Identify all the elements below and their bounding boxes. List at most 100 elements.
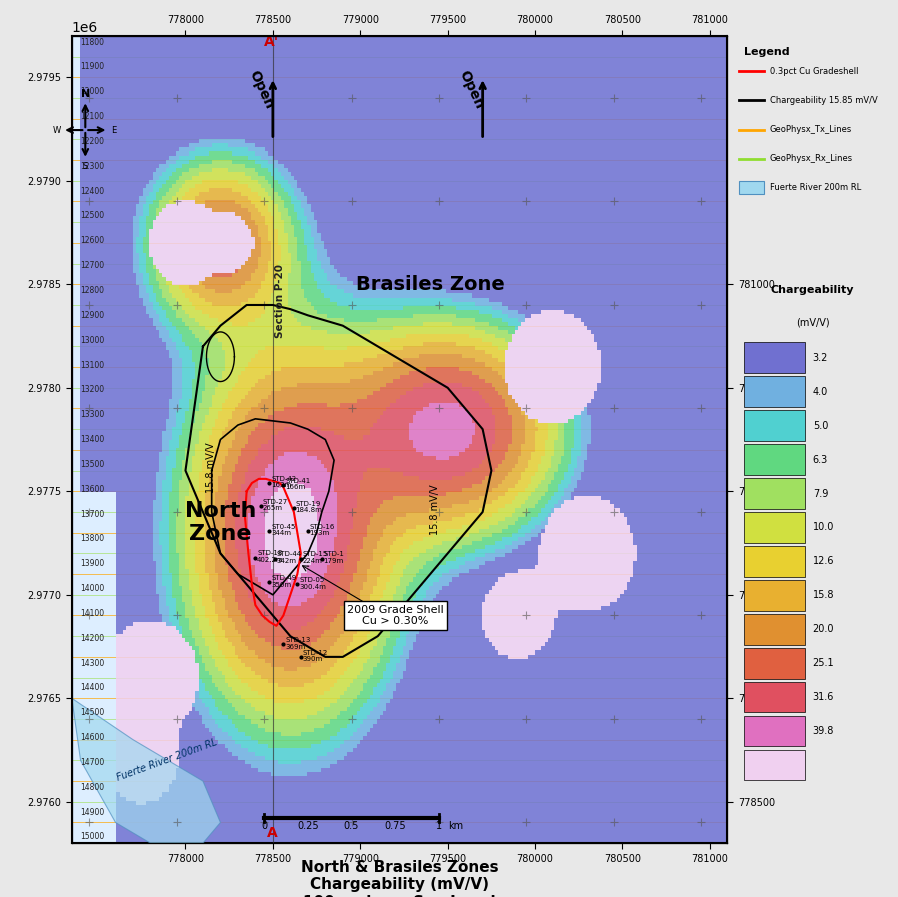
Text: Section P-20: Section P-20 <box>275 264 285 337</box>
Text: 4.0: 4.0 <box>813 387 828 396</box>
Text: (mV/V): (mV/V) <box>796 318 830 327</box>
Text: 13600: 13600 <box>81 484 105 493</box>
Text: 14800: 14800 <box>81 783 105 792</box>
Text: STD-19: STD-19 <box>295 501 321 507</box>
Text: 369m: 369m <box>285 644 305 649</box>
Text: 6.3: 6.3 <box>813 455 828 465</box>
Text: Chargeability 15.85 mV/V: Chargeability 15.85 mV/V <box>770 96 877 105</box>
Text: 265m: 265m <box>262 505 282 511</box>
Text: STD-44: STD-44 <box>277 552 302 557</box>
Bar <box>744 580 805 611</box>
Text: STD-12: STD-12 <box>303 649 328 656</box>
Text: Open: Open <box>247 68 277 111</box>
Text: GeoPhysx_Rx_Lines: GeoPhysx_Rx_Lines <box>770 154 853 163</box>
Text: ST0-45: ST0-45 <box>271 524 295 529</box>
Text: 184.8m: 184.8m <box>295 507 322 513</box>
Text: A: A <box>267 826 277 840</box>
Text: 12100: 12100 <box>81 112 104 121</box>
Text: 5.0: 5.0 <box>813 421 828 431</box>
Text: 39.8: 39.8 <box>813 727 834 736</box>
Text: 13000: 13000 <box>81 335 105 344</box>
Text: STD-18: STD-18 <box>257 551 283 556</box>
Text: 13900: 13900 <box>81 559 105 568</box>
Text: E: E <box>111 126 116 135</box>
Text: 14000: 14000 <box>81 584 105 593</box>
Text: 0.75: 0.75 <box>384 821 406 831</box>
Text: 193m: 193m <box>310 530 330 536</box>
Text: 12000: 12000 <box>81 87 105 96</box>
Text: 10.0: 10.0 <box>813 522 834 533</box>
Bar <box>744 682 805 712</box>
Text: 31.6: 31.6 <box>813 692 834 702</box>
Text: 14700: 14700 <box>81 758 105 767</box>
Text: North & Brasiles Zones
Chargeability (mV/V)
100m above Sea Level: North & Brasiles Zones Chargeability (mV… <box>301 859 498 897</box>
Text: STD-15: STD-15 <box>303 552 328 557</box>
Text: 14300: 14300 <box>81 658 105 667</box>
Text: 163m: 163m <box>271 483 291 488</box>
Text: 2009 Grade Shell
Cu > 0.30%: 2009 Grade Shell Cu > 0.30% <box>347 605 444 626</box>
Text: GeoPhysx_Tx_Lines: GeoPhysx_Tx_Lines <box>770 125 852 134</box>
Text: 20.0: 20.0 <box>813 624 834 634</box>
Text: Brasiles Zone: Brasiles Zone <box>356 274 505 294</box>
Bar <box>744 478 805 509</box>
Bar <box>744 614 805 645</box>
Text: 179m: 179m <box>323 558 344 563</box>
Text: 13200: 13200 <box>81 386 105 395</box>
Bar <box>744 546 805 577</box>
Text: 13300: 13300 <box>81 410 105 419</box>
Text: 15.8 mV/V: 15.8 mV/V <box>207 442 216 493</box>
Text: 14900: 14900 <box>81 807 105 816</box>
Bar <box>744 343 805 373</box>
Text: STD-27: STD-27 <box>262 499 287 505</box>
Text: 13800: 13800 <box>81 535 105 544</box>
Text: 14500: 14500 <box>81 709 105 718</box>
Bar <box>744 377 805 407</box>
Text: km: km <box>448 821 462 831</box>
Bar <box>744 512 805 543</box>
Text: Fuerte River 200m RL: Fuerte River 200m RL <box>116 737 219 783</box>
Text: 3.2: 3.2 <box>813 353 828 362</box>
Text: 166m: 166m <box>285 484 305 490</box>
Text: 1: 1 <box>436 821 442 831</box>
Text: 14600: 14600 <box>81 733 105 742</box>
Text: STD-49: STD-49 <box>271 575 296 581</box>
Text: STD-16: STD-16 <box>310 524 335 529</box>
Text: 12700: 12700 <box>81 261 105 270</box>
Text: 0: 0 <box>261 821 268 831</box>
Polygon shape <box>72 698 220 843</box>
Text: 14100: 14100 <box>81 609 105 618</box>
Text: 15000: 15000 <box>81 832 105 841</box>
Text: 7.9: 7.9 <box>813 489 828 499</box>
Bar <box>744 410 805 441</box>
Text: N: N <box>81 89 90 99</box>
Text: 224m: 224m <box>303 558 322 563</box>
Text: S: S <box>83 161 88 171</box>
Text: 15.8: 15.8 <box>813 590 834 600</box>
Text: 12900: 12900 <box>81 311 105 320</box>
Text: STD-41: STD-41 <box>285 478 311 484</box>
Text: 0.3pct Cu Gradeshell: 0.3pct Cu Gradeshell <box>770 67 858 76</box>
Text: Legend: Legend <box>744 48 789 57</box>
Text: 12800: 12800 <box>81 286 104 295</box>
Text: A': A' <box>264 35 279 49</box>
Text: 390m: 390m <box>303 656 323 662</box>
Text: 15.8 mV/V: 15.8 mV/V <box>430 484 440 535</box>
Bar <box>744 750 805 780</box>
Text: 350m: 350m <box>271 581 291 588</box>
Text: 342m: 342m <box>277 558 296 563</box>
Bar <box>744 444 805 475</box>
Bar <box>744 648 805 678</box>
Text: Fuerte River 200m RL: Fuerte River 200m RL <box>770 183 861 192</box>
Text: 25.1: 25.1 <box>813 658 834 668</box>
Text: 12500: 12500 <box>81 212 105 221</box>
Text: 12600: 12600 <box>81 236 105 245</box>
Text: W: W <box>53 126 61 135</box>
Text: 14400: 14400 <box>81 684 105 692</box>
Text: 13400: 13400 <box>81 435 105 444</box>
Bar <box>739 181 764 194</box>
Text: 12300: 12300 <box>81 161 105 170</box>
Text: 13700: 13700 <box>81 509 105 518</box>
Text: STD-1: STD-1 <box>323 552 345 557</box>
Text: 13500: 13500 <box>81 460 105 469</box>
Text: 13100: 13100 <box>81 361 105 370</box>
